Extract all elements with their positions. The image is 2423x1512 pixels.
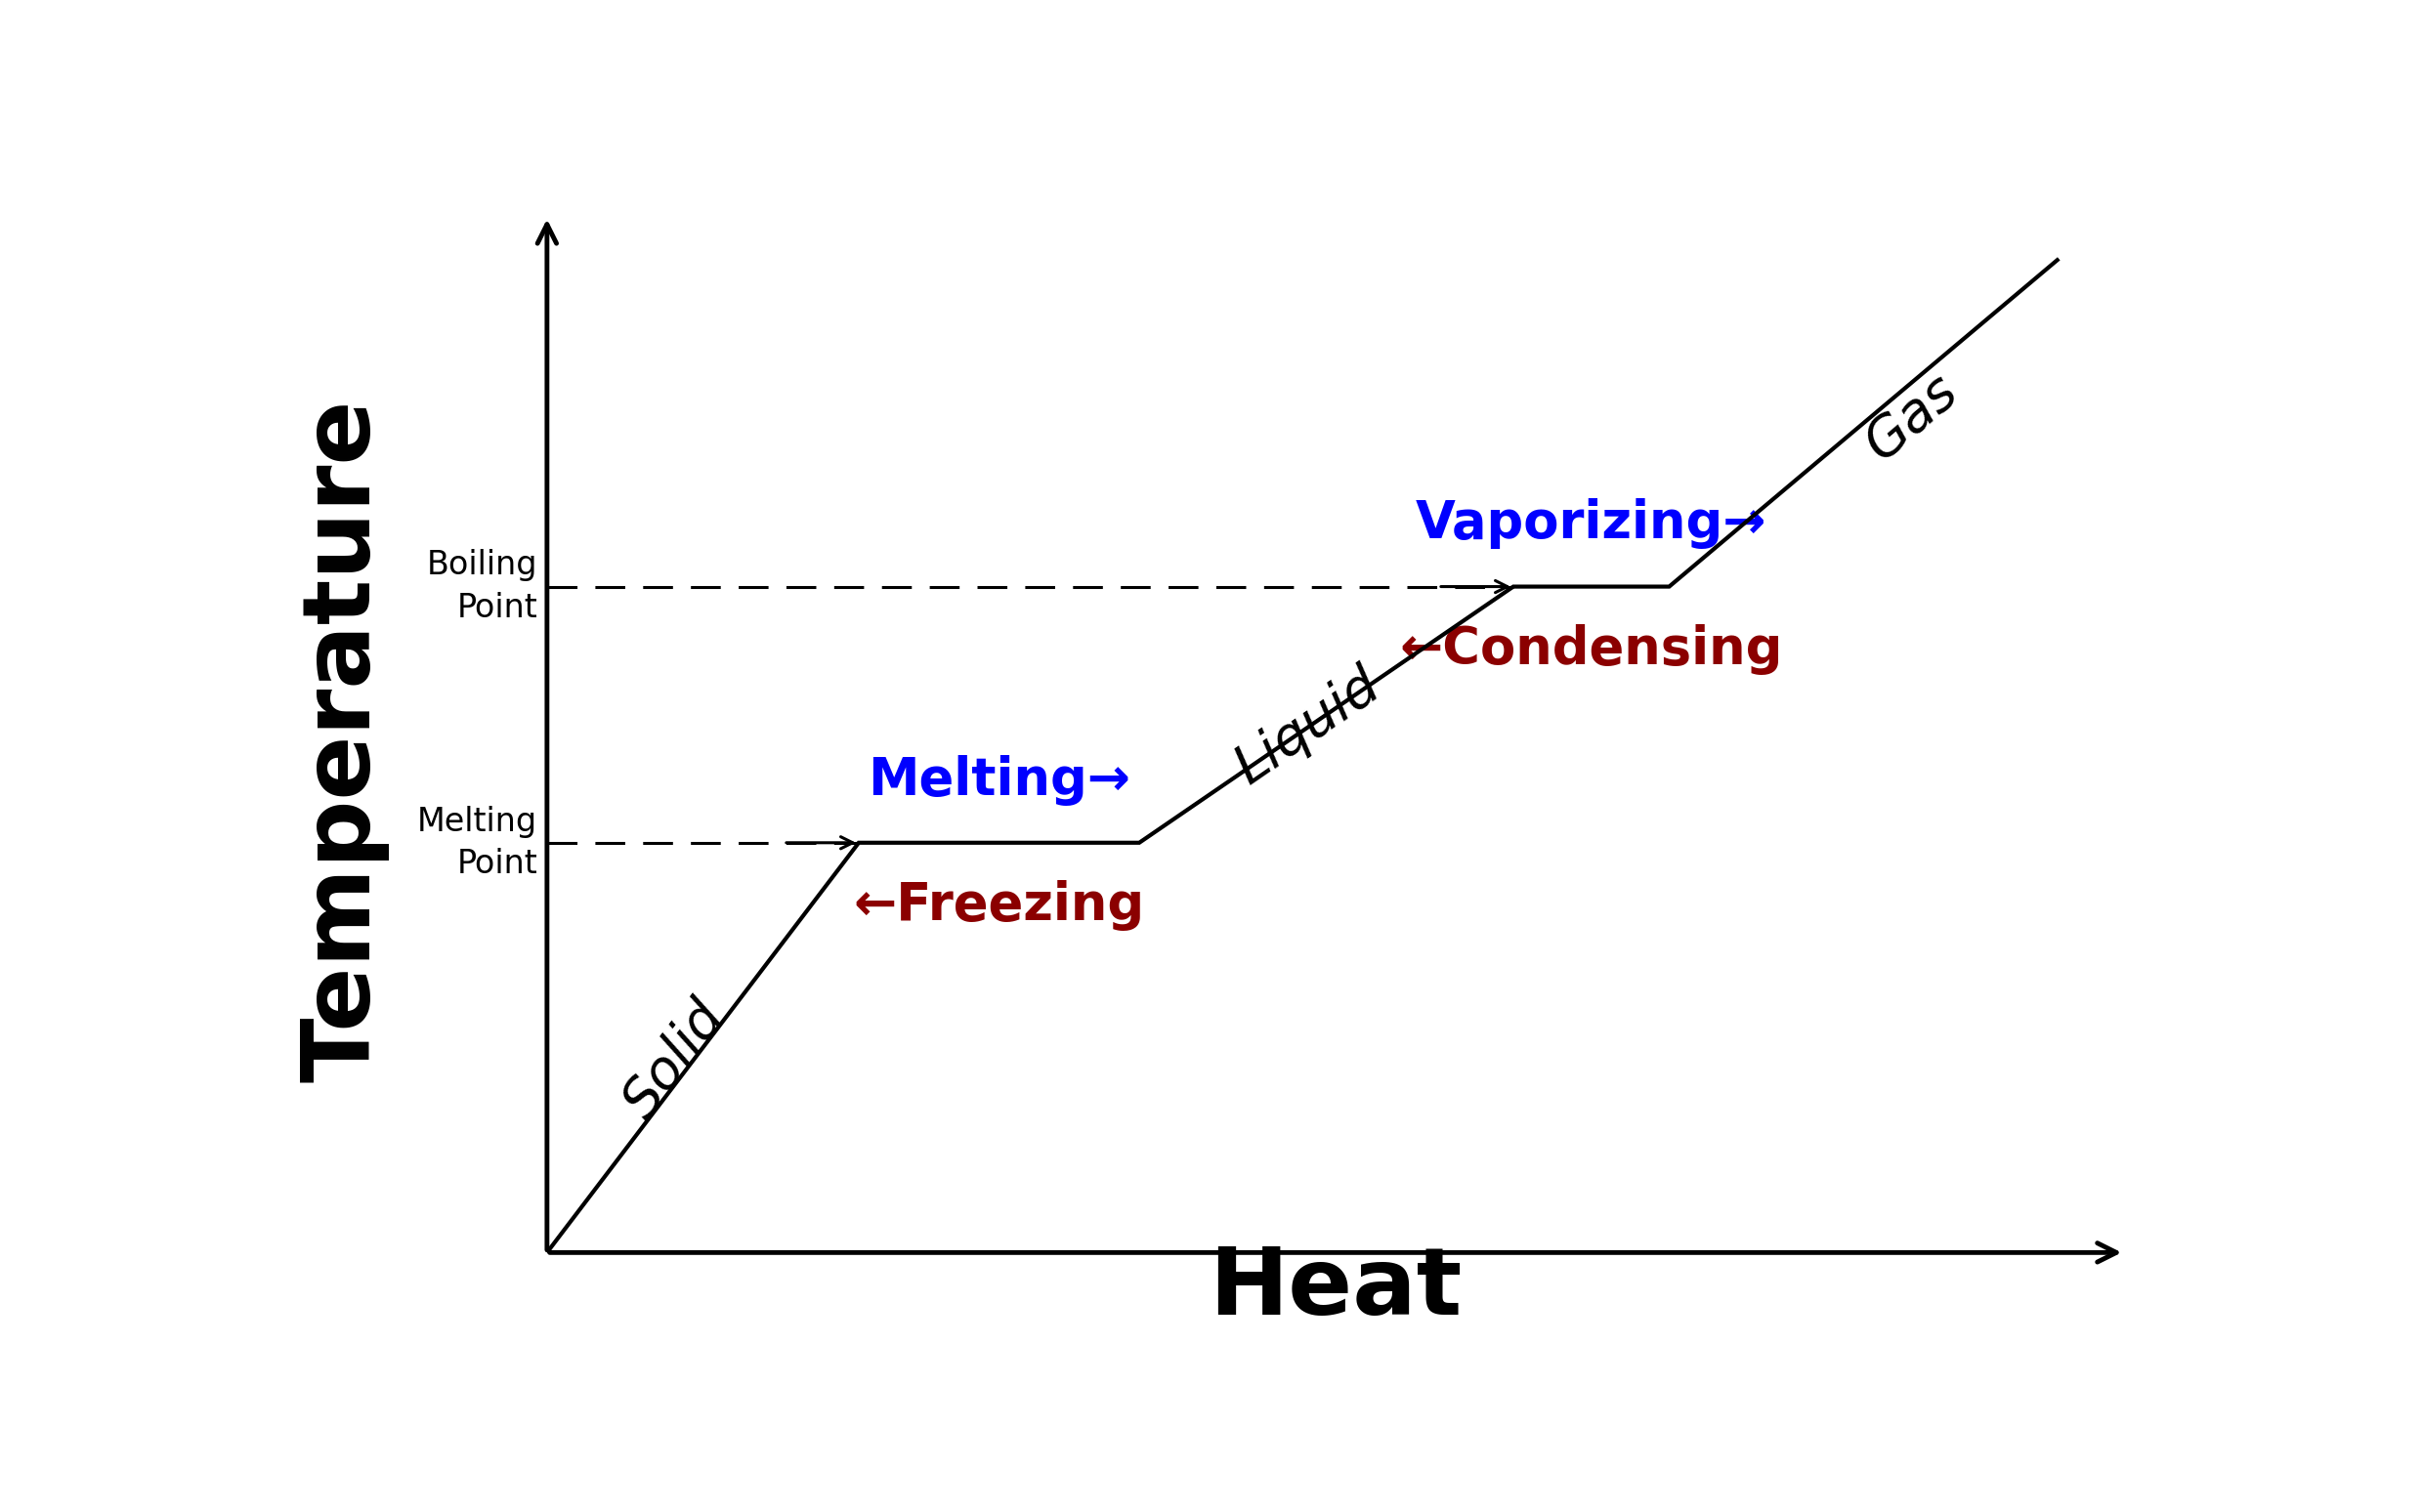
Text: Solid: Solid: [613, 990, 734, 1128]
Text: Boiling
Point: Boiling Point: [426, 549, 538, 624]
Text: Melting→: Melting→: [867, 754, 1132, 806]
Text: ←Freezing: ←Freezing: [853, 880, 1144, 931]
Text: Melting
Point: Melting Point: [417, 806, 538, 880]
Text: ←Condensing: ←Condensing: [1400, 624, 1783, 674]
Text: Temperature: Temperature: [298, 399, 390, 1083]
Text: Heat: Heat: [1209, 1243, 1463, 1334]
Text: Gas: Gas: [1854, 364, 1967, 470]
Text: Vaporizing→: Vaporizing→: [1415, 499, 1766, 549]
Text: Liquid: Liquid: [1226, 659, 1388, 794]
